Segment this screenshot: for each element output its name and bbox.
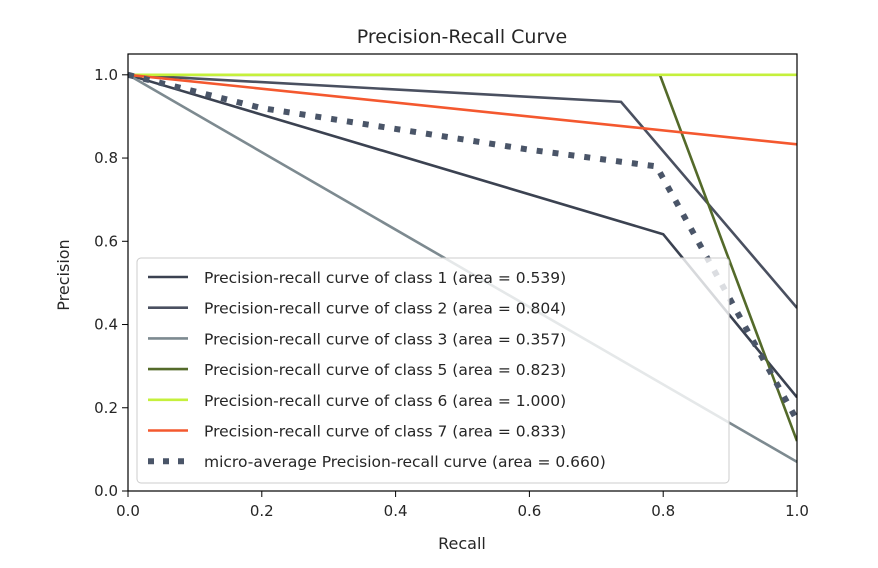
legend-label-3: Precision-recall curve of class 3 (area …: [204, 330, 566, 348]
y-tick-label: 1.0: [94, 66, 118, 84]
x-tick-label: 0.2: [250, 502, 274, 520]
legend-label-2: Precision-recall curve of class 2 (area …: [204, 300, 566, 318]
x-axis-ticks: 0.0 0.2 0.4 0.6 0.8 1.0: [116, 491, 809, 520]
legend-label-7: micro-average Precision-recall curve (ar…: [204, 453, 606, 471]
legend-label-5: Precision-recall curve of class 6 (area …: [204, 392, 566, 410]
x-tick-label: 1.0: [785, 502, 809, 520]
legend-box: [136, 257, 730, 484]
y-axis-label: Precision: [54, 239, 73, 310]
plot-frame: [127, 53, 798, 492]
y-tick-label: 0.2: [94, 399, 118, 417]
series-line-2: [128, 73, 797, 309]
x-tick-label: 0.6: [517, 502, 541, 520]
y-tick-label: 0.6: [94, 232, 118, 250]
legend-label-1: Precision-recall curve of class 1 (area …: [204, 269, 566, 287]
x-axis-label: Recall: [438, 534, 486, 553]
chart-title: Precision-Recall Curve: [357, 26, 567, 48]
legend-label-6: Precision-recall curve of class 7 (area …: [204, 423, 566, 441]
y-tick-label: 0.4: [94, 316, 118, 334]
y-tick-label: 0.0: [94, 482, 118, 500]
x-tick-label: 0.0: [116, 502, 140, 520]
y-axis-ticks: 0.0 0.2 0.4 0.6 0.8 1.0: [94, 66, 128, 500]
y-tick-label: 0.8: [94, 149, 118, 167]
legend: Precision-recall curve of class 1 (area …: [136, 257, 730, 484]
legend-label-4: Precision-recall curve of class 5 (area …: [204, 361, 566, 379]
series-line-6: [128, 73, 797, 146]
x-tick-label: 0.8: [651, 502, 675, 520]
x-tick-label: 0.4: [384, 502, 408, 520]
legend-entries: Precision-recall curve of class 1 (area …: [148, 269, 606, 471]
series-line-7: [128, 71, 797, 422]
